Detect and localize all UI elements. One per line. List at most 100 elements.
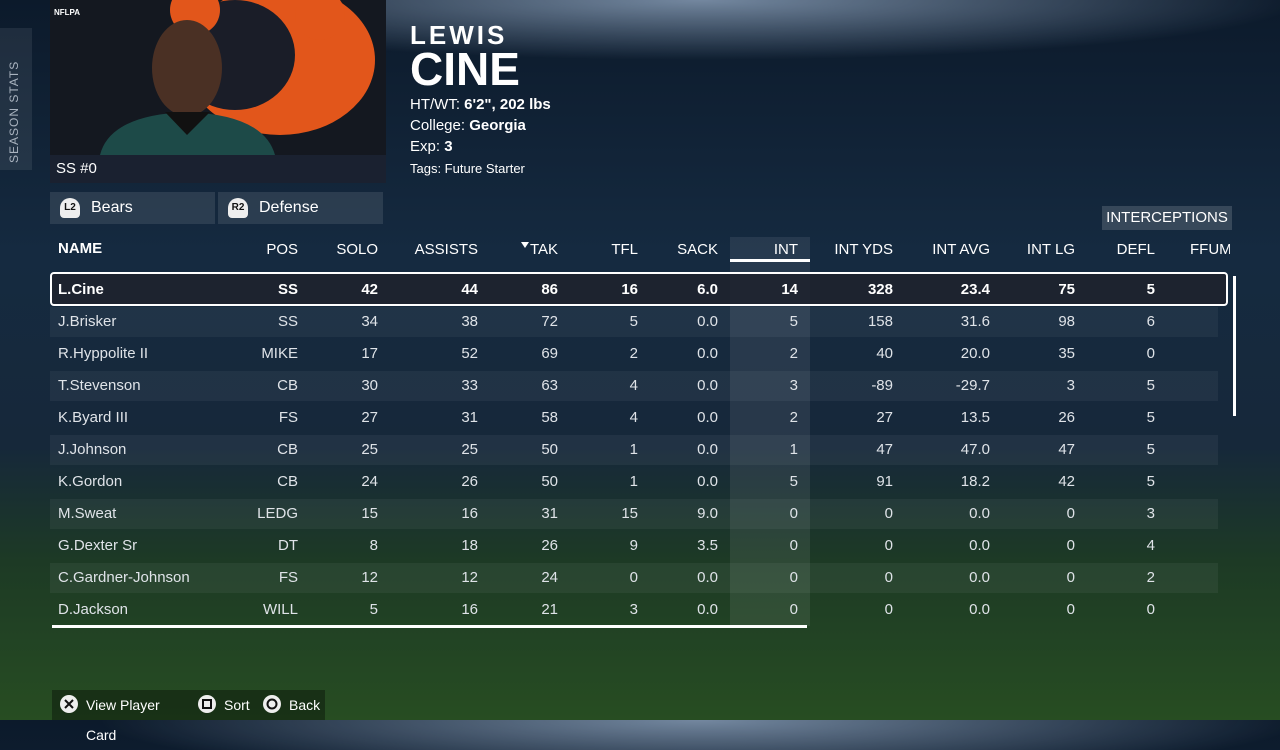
table-cell: K.Byard III	[58, 409, 129, 426]
screen: SEASON STATS NFLPA SS #0 LEWIS CINE HT/W…	[0, 0, 1280, 720]
table-cell: M.Sweat	[58, 505, 117, 522]
table-cell: 0	[1066, 601, 1075, 618]
table-cell: 0.0	[969, 505, 990, 522]
table-cell: 5	[1146, 441, 1155, 458]
table-cell: 0.0	[697, 409, 718, 426]
footer-button[interactable]: Back	[255, 690, 325, 720]
table-cell: 0	[789, 601, 798, 618]
table-cell: 1	[629, 441, 638, 458]
table-cell: C.Gardner-Johnson	[58, 569, 190, 586]
table-cell: 6.0	[697, 281, 718, 298]
table-cell: 33	[461, 377, 478, 394]
position-number: SS #0	[50, 155, 386, 183]
table-cell: 91	[876, 473, 893, 490]
table-cell: 0	[1066, 505, 1075, 522]
table-cell: 38	[461, 313, 478, 330]
column-header[interactable]: POS	[266, 241, 298, 258]
detail-value: 6'2", 202 lbs	[464, 96, 551, 113]
table-cell: 16	[461, 505, 478, 522]
column-header[interactable]: INT YDS	[834, 241, 893, 258]
column-header[interactable]: FFUM	[1190, 241, 1230, 258]
table-row[interactable]	[50, 371, 1218, 401]
table-cell: 0	[1146, 601, 1155, 618]
table-cell: 17	[361, 345, 378, 362]
table-cell: K.Gordon	[58, 473, 123, 490]
table-cell: 3.5	[697, 537, 718, 554]
table-cell: 13.5	[960, 409, 990, 426]
table-cell: 3	[789, 377, 798, 394]
table-cell: 2	[789, 345, 798, 362]
table-cell: 86	[541, 281, 558, 298]
table-cell: 0.0	[697, 601, 718, 618]
column-header[interactable]: SOLO	[336, 241, 378, 258]
table-cell: DT	[278, 537, 298, 554]
detail-label: HT/WT:	[410, 96, 460, 113]
table-cell: -89	[871, 377, 893, 394]
table-row[interactable]	[50, 272, 1228, 306]
tab[interactable]: R2 Defense	[218, 192, 383, 224]
table-row[interactable]	[50, 435, 1218, 465]
side-tab-label: SEASON STATS	[7, 60, 21, 163]
table-cell: 16	[621, 281, 638, 298]
footer-button[interactable]: Sort	[190, 690, 255, 720]
table-cell: -29.7	[955, 377, 990, 394]
table-cell: 26	[541, 537, 558, 554]
footer-button[interactable]: View Player Card	[52, 690, 190, 743]
column-header[interactable]: SACK	[677, 241, 718, 258]
table-cell: 8	[369, 537, 378, 554]
column-header[interactable]: INT AVG	[932, 241, 990, 258]
table-cell: 5	[369, 601, 378, 618]
table-cell: 0.0	[697, 313, 718, 330]
table-cell: 34	[361, 313, 378, 330]
table-cell: J.Brisker	[58, 313, 117, 330]
footer-label: View Player Card	[86, 697, 160, 743]
column-header[interactable]: INT LG	[1026, 241, 1075, 258]
tab[interactable]: L2 Bears	[50, 192, 215, 224]
table-cell: FS	[278, 409, 298, 426]
player-photo: NFLPA	[50, 0, 386, 155]
column-header[interactable]: TAK	[529, 241, 558, 258]
table-cell: CB	[277, 441, 298, 458]
table-cell: 0	[1146, 345, 1155, 362]
column-header[interactable]: INT	[773, 241, 798, 258]
table-cell: 0	[884, 569, 893, 586]
table-cell: 50	[541, 473, 558, 490]
table-cell: G.Dexter Sr	[58, 537, 138, 554]
table-cell: 42	[361, 281, 378, 298]
table-cell: L.Cine	[58, 281, 104, 298]
table-cell: 0	[884, 601, 893, 618]
table-cell: 98	[1058, 313, 1075, 330]
first-name: LEWIS	[410, 20, 508, 50]
table-row[interactable]	[50, 563, 1218, 593]
table-cell: 9.0	[697, 505, 718, 522]
table-cell: D.Jackson	[58, 601, 129, 618]
table-cell: 35	[1058, 345, 1075, 362]
stat-category[interactable]: INTERCEPTIONS	[1102, 206, 1232, 230]
table-row[interactable]	[50, 307, 1218, 337]
scrollbar	[1233, 276, 1236, 416]
button-hint: L2	[60, 198, 80, 218]
table-cell: 69	[541, 345, 558, 362]
table-cell: 0.0	[697, 473, 718, 490]
table-cell: 4	[629, 377, 638, 394]
column-header[interactable]: ASSISTS	[414, 241, 478, 258]
h-scrollbar	[52, 625, 807, 628]
table-cell: 50	[541, 441, 558, 458]
table-cell: 328	[867, 281, 893, 298]
table-cell: 25	[361, 441, 378, 458]
last-name: CINE	[410, 43, 520, 95]
table-cell: 52	[461, 345, 478, 362]
table-cell: 14	[781, 281, 798, 298]
side-tab[interactable]: SEASON STATS	[0, 28, 32, 170]
table-cell: 24	[361, 473, 378, 490]
table-cell: 0.0	[697, 377, 718, 394]
table-cell: 0.0	[969, 569, 990, 586]
column-header[interactable]: DEFL	[1116, 241, 1155, 258]
table-cell: 12	[461, 569, 478, 586]
table-row[interactable]	[50, 499, 1218, 529]
column-header[interactable]: NAME	[58, 240, 103, 257]
column-header[interactable]: TFL	[611, 241, 638, 258]
detail-value: 3	[444, 138, 453, 155]
table-cell: 3	[629, 601, 638, 618]
table-cell: 20.0	[960, 345, 990, 362]
